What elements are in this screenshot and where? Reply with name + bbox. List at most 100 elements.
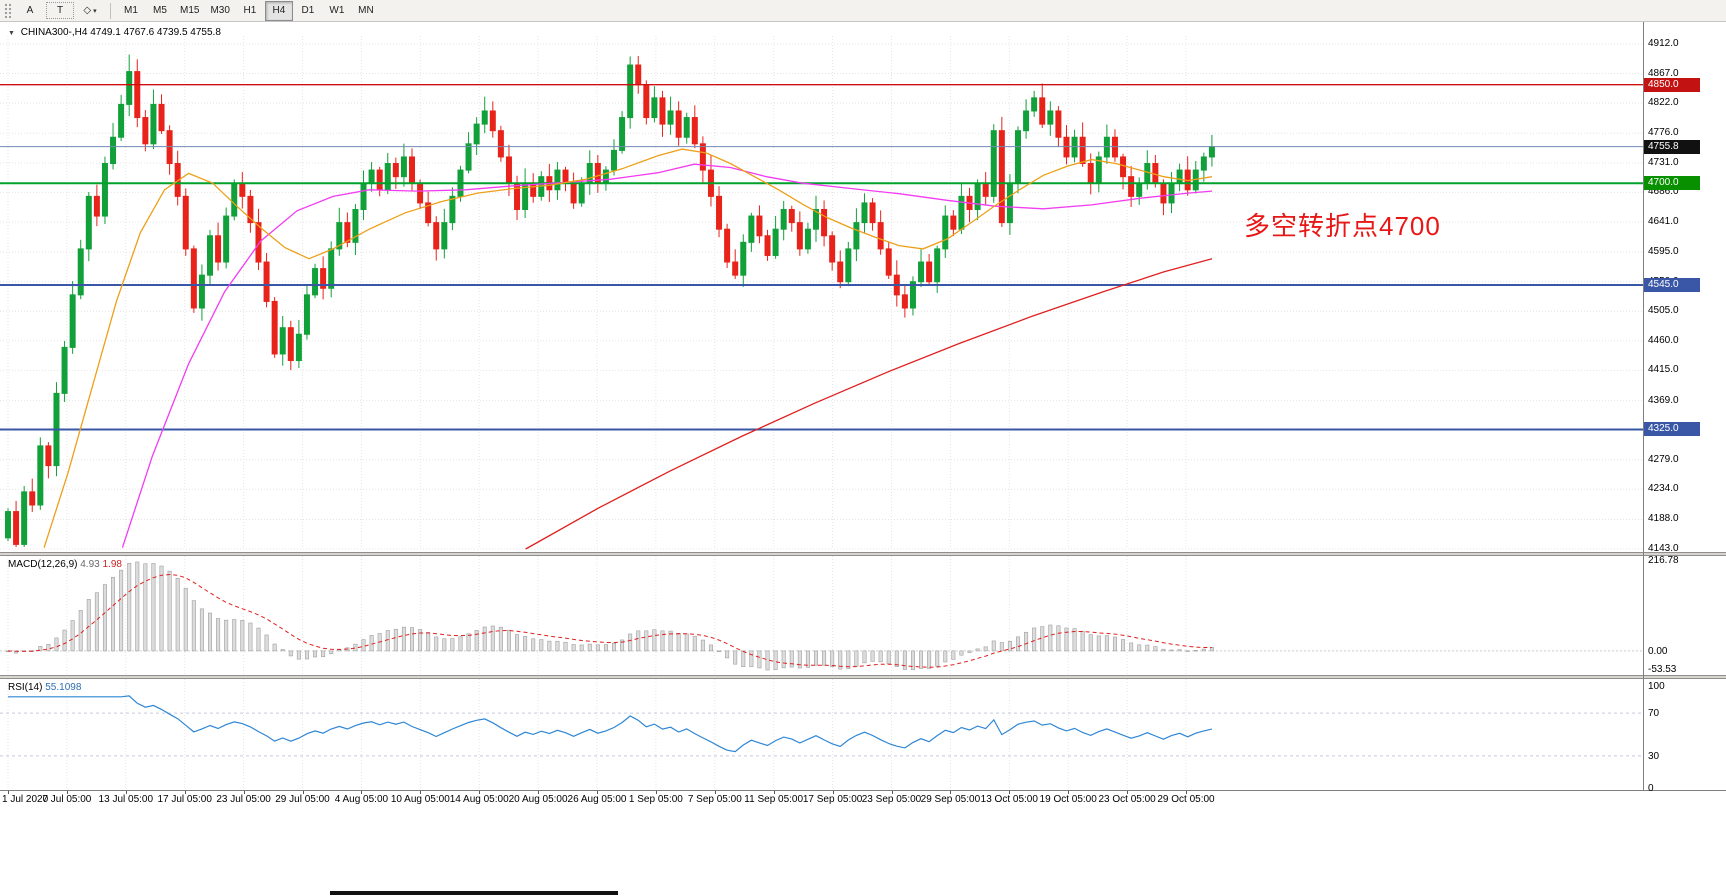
candle (1136, 182, 1143, 197)
macd-bar (458, 636, 463, 652)
ma-fast-orange (43, 148, 1213, 548)
macd-bar (894, 650, 899, 667)
macd-bar (717, 650, 722, 653)
timeframe-button-m15[interactable]: M15 (180, 5, 200, 16)
candle (691, 117, 698, 145)
price-tick-label: 4143.0 (1648, 543, 1679, 554)
rsi-pane-canvas[interactable] (0, 679, 1643, 790)
timeframe-button-m1[interactable]: M1 (124, 5, 138, 16)
candle (1200, 156, 1207, 171)
time-tick-mark (773, 791, 775, 794)
rsi-axis-label-0: 0 (1648, 783, 1654, 794)
text-tool-button[interactable]: T (46, 2, 74, 19)
macd-bar (280, 649, 285, 652)
candle (295, 333, 302, 362)
macd-axis-label-max: 216.78 (1648, 555, 1679, 566)
price-tick-label: 4641.0 (1648, 215, 1679, 227)
toolbar: A T ◇ ▾ M1 M5 M15 M30 H1 H4 D1 W1 MN (0, 0, 1726, 22)
macd-bar (272, 643, 277, 652)
rsi-axis-label-30: 30 (1648, 751, 1660, 762)
time-tick-label: 1 Sep 05:00 (628, 794, 683, 805)
objects-button[interactable]: ◇ ▾ (76, 1, 104, 21)
macd-bar (240, 620, 245, 652)
candle (1160, 182, 1167, 204)
candle (263, 261, 270, 302)
macd-bar (466, 633, 471, 652)
candle (756, 215, 763, 237)
candle (5, 511, 11, 539)
macd-signal-line (7, 573, 1212, 668)
macd-bar (870, 650, 875, 662)
pane-separator-rsi[interactable] (0, 675, 1726, 679)
macd-bar (733, 650, 738, 665)
macd-bar (248, 622, 253, 652)
macd-bar (86, 599, 91, 652)
timeframe-button-h4[interactable]: H4 (264, 0, 293, 21)
macd-bar (595, 644, 600, 652)
macd-bar (102, 584, 107, 652)
price-axis[interactable]: 4912.0 4867.0 4822.0 4776.0 4731.0 4686.0 4641… (1644, 22, 1726, 794)
candle (303, 294, 310, 335)
price-tick-label: 4505.0 (1648, 305, 1679, 317)
main-chart-canvas[interactable] (0, 22, 1643, 553)
candle (602, 169, 609, 184)
candle (61, 346, 68, 394)
time-tick-label: 26 Aug 05:00 (567, 794, 627, 805)
macd-pane-canvas[interactable] (0, 556, 1643, 676)
candle (449, 195, 456, 224)
timeframe-button-m30[interactable]: M30 (210, 5, 230, 16)
candle (182, 195, 189, 250)
candle (651, 97, 658, 119)
candle (505, 156, 512, 184)
timeframe-button-m5[interactable]: M5 (153, 5, 167, 16)
macd-bar (401, 626, 406, 652)
timeframe-button-w1[interactable]: W1 (329, 5, 345, 16)
candle (772, 228, 779, 256)
macd-bar (797, 650, 802, 669)
macd-bar (46, 643, 51, 652)
macd-bar (296, 650, 301, 660)
macd-bar (975, 648, 980, 652)
macd-bar (1064, 627, 1069, 652)
macd-bar (515, 634, 520, 652)
macd-bar (822, 650, 827, 666)
macd-bar (725, 650, 730, 659)
autoscroll-button[interactable]: A (26, 5, 34, 16)
rsi-axis-label-100: 100 (1648, 681, 1665, 692)
candle (853, 222, 860, 250)
macd-bar (1112, 636, 1117, 652)
candle (659, 97, 666, 125)
candle (732, 261, 739, 276)
pane-separator-macd[interactable] (0, 552, 1726, 556)
chart-collapse-icon[interactable]: ▼ (8, 30, 15, 37)
timeframe-button-d1[interactable]: D1 (301, 5, 315, 16)
chart-annotation-text[interactable]: 多空转折点4700 (1244, 211, 1441, 241)
candle (239, 182, 246, 197)
macd-bar (959, 650, 964, 656)
timeframe-button-mn[interactable]: MN (358, 5, 374, 16)
price-tick-label: 4776.0 (1648, 127, 1679, 139)
price-tick-label: 4731.0 (1648, 156, 1679, 168)
candle (554, 169, 561, 191)
macd-bar (175, 578, 180, 652)
macd-bar (531, 638, 536, 652)
macd-bar (636, 630, 641, 652)
timeframe-button-h1[interactable]: H1 (243, 5, 257, 16)
macd-label: MACD(12,26,9) 4.93 1.98 (8, 559, 122, 570)
macd-bar (1145, 644, 1150, 652)
toolbar-drag-handle[interactable] (4, 3, 11, 18)
candle (1023, 110, 1030, 132)
macd-bar (927, 650, 932, 669)
time-axis[interactable]: 1 Jul 2020 7 Jul 05:00 13 Jul 05:00 17 Jul … (0, 790, 1726, 814)
time-tick-label: 13 Jul 05:00 (98, 794, 154, 805)
candle (1006, 182, 1013, 224)
candle (1015, 130, 1021, 184)
macd-bar (216, 618, 221, 652)
candle (126, 71, 133, 105)
horizontal-scrollbar-thumb[interactable] (330, 891, 618, 895)
candle (619, 117, 626, 151)
ohlc-readout: 4749.1 4767.6 4739.5 4755.8 (90, 27, 221, 38)
price-tick-label: 4822.0 (1648, 97, 1679, 109)
macd-bar (579, 644, 584, 652)
macd-bar (910, 650, 915, 671)
